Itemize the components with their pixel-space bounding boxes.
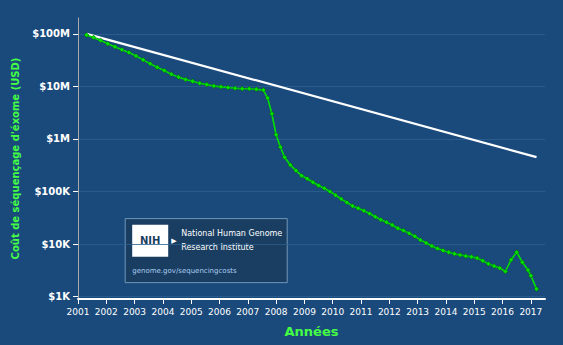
svg-text:genome.gov/sequencingcosts: genome.gov/sequencingcosts [132, 267, 237, 275]
svg-text:2014: 2014 [434, 307, 457, 317]
svg-text:2005: 2005 [180, 307, 203, 317]
svg-text:2006: 2006 [208, 307, 231, 317]
svg-text:2013: 2013 [406, 307, 429, 317]
svg-text:Coût de séquençage d'éxome (US: Coût de séquençage d'éxome (USD) [10, 58, 21, 260]
svg-text:Années: Années [285, 324, 339, 339]
svg-text:2016: 2016 [491, 307, 514, 317]
svg-text:$100K: $100K [34, 186, 71, 197]
svg-text:2011: 2011 [350, 307, 373, 317]
svg-text:National Human Genome: National Human Genome [181, 229, 282, 238]
svg-text:$1M: $1M [46, 133, 70, 144]
svg-text:2008: 2008 [265, 307, 288, 317]
svg-text:2015: 2015 [463, 307, 486, 317]
svg-text:$100M: $100M [32, 28, 70, 39]
svg-text:▶: ▶ [171, 237, 177, 245]
svg-text:2010: 2010 [321, 307, 344, 317]
svg-text:2007: 2007 [236, 307, 259, 317]
svg-text:$1K: $1K [48, 291, 71, 302]
svg-text:2009: 2009 [293, 307, 316, 317]
svg-text:Research Institute: Research Institute [181, 243, 254, 253]
svg-text:2003: 2003 [123, 307, 146, 317]
svg-text:NIH: NIH [140, 235, 161, 247]
svg-text:2012: 2012 [378, 307, 401, 317]
svg-text:2017: 2017 [519, 307, 542, 317]
svg-text:2002: 2002 [95, 307, 118, 317]
svg-text:2001: 2001 [67, 307, 90, 317]
svg-text:$10K: $10K [41, 239, 71, 250]
svg-text:2004: 2004 [151, 307, 174, 317]
svg-text:$10M: $10M [39, 81, 70, 92]
